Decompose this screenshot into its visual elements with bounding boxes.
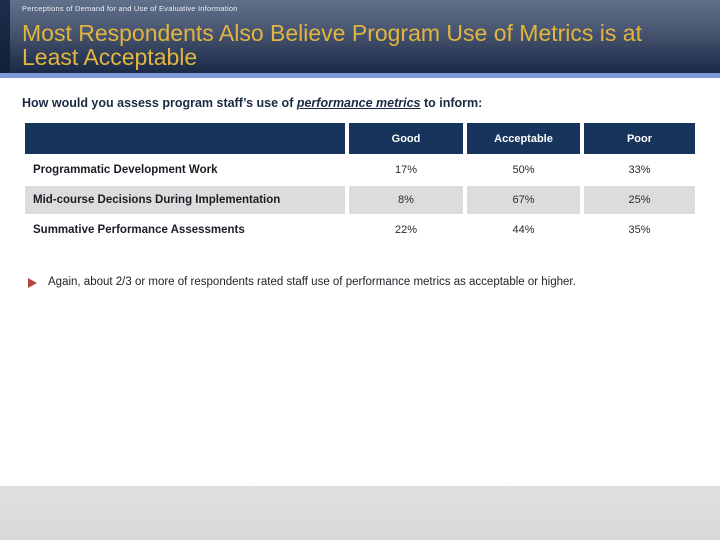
column-header-good: Good bbox=[349, 123, 463, 154]
header-left-stripe bbox=[0, 0, 10, 73]
cell-value: 22% bbox=[349, 216, 463, 244]
row-label: Summative Performance Assessments bbox=[25, 216, 345, 244]
cell-value: 25% bbox=[584, 186, 695, 214]
takeaway-bullet: Again, about 2/3 or more of respondents … bbox=[28, 275, 688, 290]
cell-value: 35% bbox=[584, 216, 695, 244]
column-header-acceptable: Acceptable bbox=[467, 123, 580, 154]
question-suffix: to inform: bbox=[420, 96, 483, 110]
row-label: Programmatic Development Work bbox=[25, 156, 345, 184]
survey-question: How would you assess program staff’s use… bbox=[22, 96, 682, 110]
slide-header: Perceptions of Demand for and Use of Eva… bbox=[0, 0, 720, 73]
cell-value: 17% bbox=[349, 156, 463, 184]
slide-title: Most Respondents Also Believe Program Us… bbox=[22, 20, 642, 70]
row-label: Mid-course Decisions During Implementati… bbox=[25, 186, 345, 214]
column-header-poor: Poor bbox=[584, 123, 695, 154]
arrow-right-bullet-icon bbox=[28, 278, 37, 288]
question-prefix: How would you assess program staff’s use… bbox=[22, 96, 297, 110]
cell-value: 50% bbox=[467, 156, 580, 184]
question-emphasis: performance metrics bbox=[296, 96, 421, 110]
slide-footer: 30 Evaluation Roundtable bbox=[0, 486, 720, 540]
cell-value: 67% bbox=[467, 186, 580, 214]
metrics-table: Good Acceptable Poor Programmatic Develo… bbox=[25, 123, 695, 244]
cell-value: 44% bbox=[467, 216, 580, 244]
cell-value: 33% bbox=[584, 156, 695, 184]
table-corner-cell bbox=[25, 123, 345, 154]
section-eyebrow: Perceptions of Demand for and Use of Eva… bbox=[22, 4, 238, 13]
cell-value: 8% bbox=[349, 186, 463, 214]
header-accent-line bbox=[0, 73, 720, 78]
takeaway-text: Again, about 2/3 or more of respondents … bbox=[48, 276, 576, 288]
